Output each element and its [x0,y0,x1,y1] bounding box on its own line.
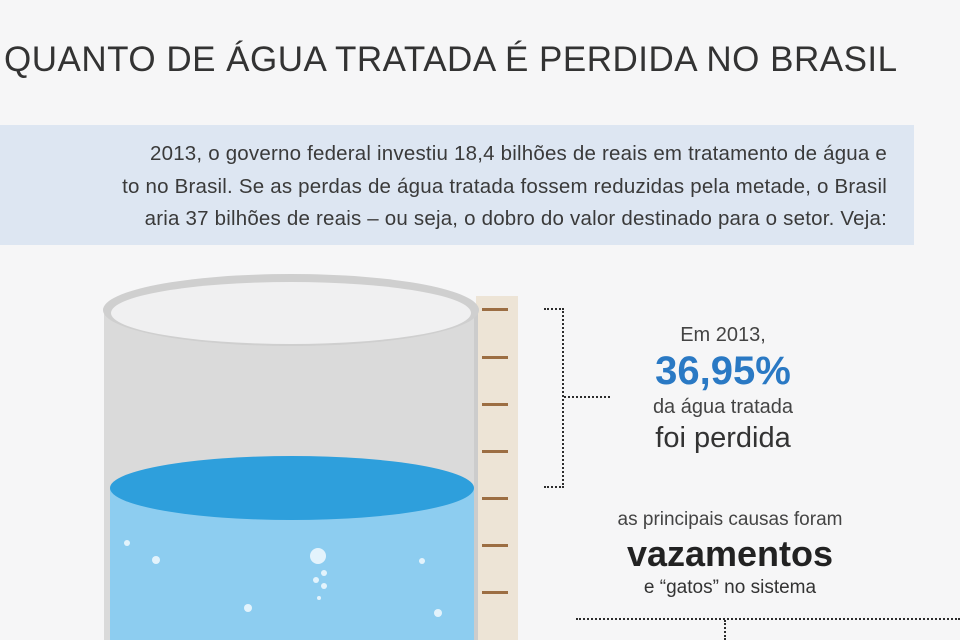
scale-tick [482,544,508,547]
bubble [244,604,252,612]
scale-tick [482,308,508,311]
intro-line-2: to no Brasil. Se as perdas de água trata… [122,175,887,198]
bubble [313,577,319,583]
causes-main: vazamentos [626,533,834,574]
dotted-divider [576,618,960,620]
tank-opening [111,282,471,344]
scale-tick [482,403,508,406]
bubble [419,558,425,564]
stat-line-2: da água tratada [652,396,794,418]
bubble [310,548,326,564]
water-tank-illustration [103,274,479,640]
scale-tick [482,356,508,359]
bubble [317,596,321,600]
dotted-connector [564,396,610,398]
bubble [321,583,327,589]
intro-text-band: 2013, o governo federal investiu 18,4 bi… [0,125,914,245]
causes-intro: as principais causas foram [617,509,843,530]
dotted-drop [724,620,726,640]
scale-tick [482,450,508,453]
bubble [434,609,442,617]
stat-line-3: foi perdida [655,422,791,454]
dotted-bracket [544,308,564,488]
causes-block: as principais causas foram vazamentos e … [580,508,880,600]
bubble [124,540,130,546]
scale-tick [482,497,508,500]
scale-tick [482,591,508,594]
intro-line-1: 2013, o governo federal investiu 18,4 bi… [150,142,887,165]
loss-stat: Em 2013, 36,95% da água tratada foi perd… [610,322,836,456]
intro-line-3: aria 37 bilhões de reais – ou seja, o do… [144,207,887,230]
bubble [152,556,160,564]
measurement-scale [476,296,518,640]
water-surface [110,456,474,520]
bubble [321,570,327,576]
stat-year: Em 2013, [680,324,766,346]
causes-sub: e “gatos” no sistema [643,577,817,598]
page-title: QUANTO DE ÁGUA TRATADA É PERDIDA NO BRAS… [4,40,898,79]
stat-percent: 36,95% [655,349,791,393]
